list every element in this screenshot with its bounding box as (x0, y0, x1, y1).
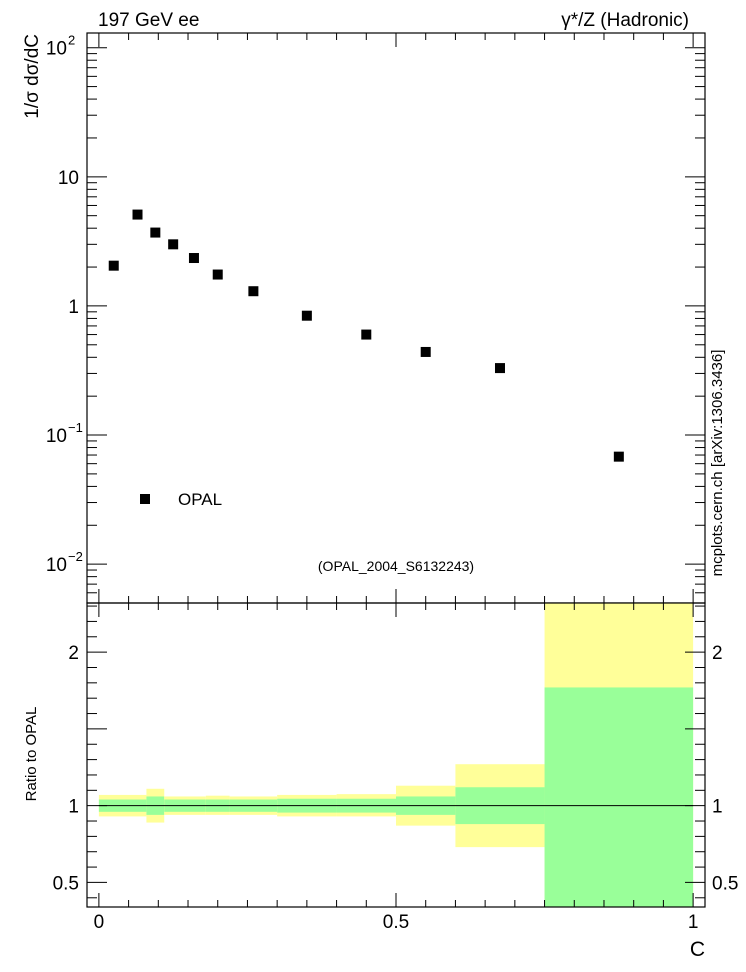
opal-data-point-8 (361, 329, 372, 340)
header-right: γ*/Z (Hadronic) (561, 10, 689, 31)
top-y-tick-exponent-4: 2 (68, 33, 75, 48)
opal-data-point-9 (420, 346, 431, 357)
opal-data-point-4 (188, 253, 199, 264)
ratio-inner-band-9 (544, 687, 694, 907)
opal-data-point-2 (150, 227, 161, 238)
top-y-tick-label-1: 10 (46, 426, 67, 447)
opal-data-point-5 (212, 269, 223, 280)
analysis-id: (OPAL_2004_S6132243) (318, 558, 474, 574)
ratio-y-tick-label-0: 0.5 (53, 873, 79, 894)
opal-data-point-11 (613, 451, 624, 462)
top-y-tick-exponent-1: −1 (68, 420, 83, 435)
x-axis-label: C (690, 938, 705, 961)
ratio-y-axis-label: Ratio to OPAL (23, 707, 40, 802)
opal-data-point-6 (248, 286, 259, 297)
x-tick-label-2: 1 (688, 912, 699, 933)
ratio-y-tick-label-right-2: 2 (712, 643, 723, 664)
legend-label-opal: OPAL (178, 490, 222, 509)
ratio-y-tick-label-1: 1 (68, 797, 79, 818)
ratio-y-tick-label-2: 2 (68, 643, 79, 664)
x-tick-label-0: 0 (94, 912, 105, 933)
opal-data-point-0 (108, 260, 119, 271)
opal-data-point-10 (494, 363, 505, 374)
top-y-tick-label-2: 1 (68, 297, 79, 318)
x-tick-label-1: 0.5 (383, 912, 409, 933)
legend-marker-opal (140, 494, 150, 504)
top-y-axis-label: 1/σ dσ/dC (22, 34, 43, 119)
watermark: mcplots.cern.ch [arXiv:1306.3436] (709, 350, 726, 577)
top-frame (86, 32, 706, 604)
top-y-tick-label-4: 10 (46, 39, 67, 60)
header-left: 197 GeV ee (98, 10, 199, 31)
opal-data-point-1 (132, 209, 143, 220)
top-y-tick-label-3: 10 (58, 168, 79, 189)
ratio-y-tick-label-right-0: 0.5 (712, 873, 738, 894)
opal-data-point-3 (168, 239, 179, 250)
opal-data-point-7 (301, 310, 312, 321)
ratio-y-tick-label-right-1: 1 (712, 797, 723, 818)
ratio-panel: 0 0.5 1 0.5 0.5 1 1 2 2 (53, 602, 738, 933)
top-y-tick-exponent-0: −2 (68, 549, 83, 564)
top-y-tick-label-0: 10 (46, 555, 67, 576)
